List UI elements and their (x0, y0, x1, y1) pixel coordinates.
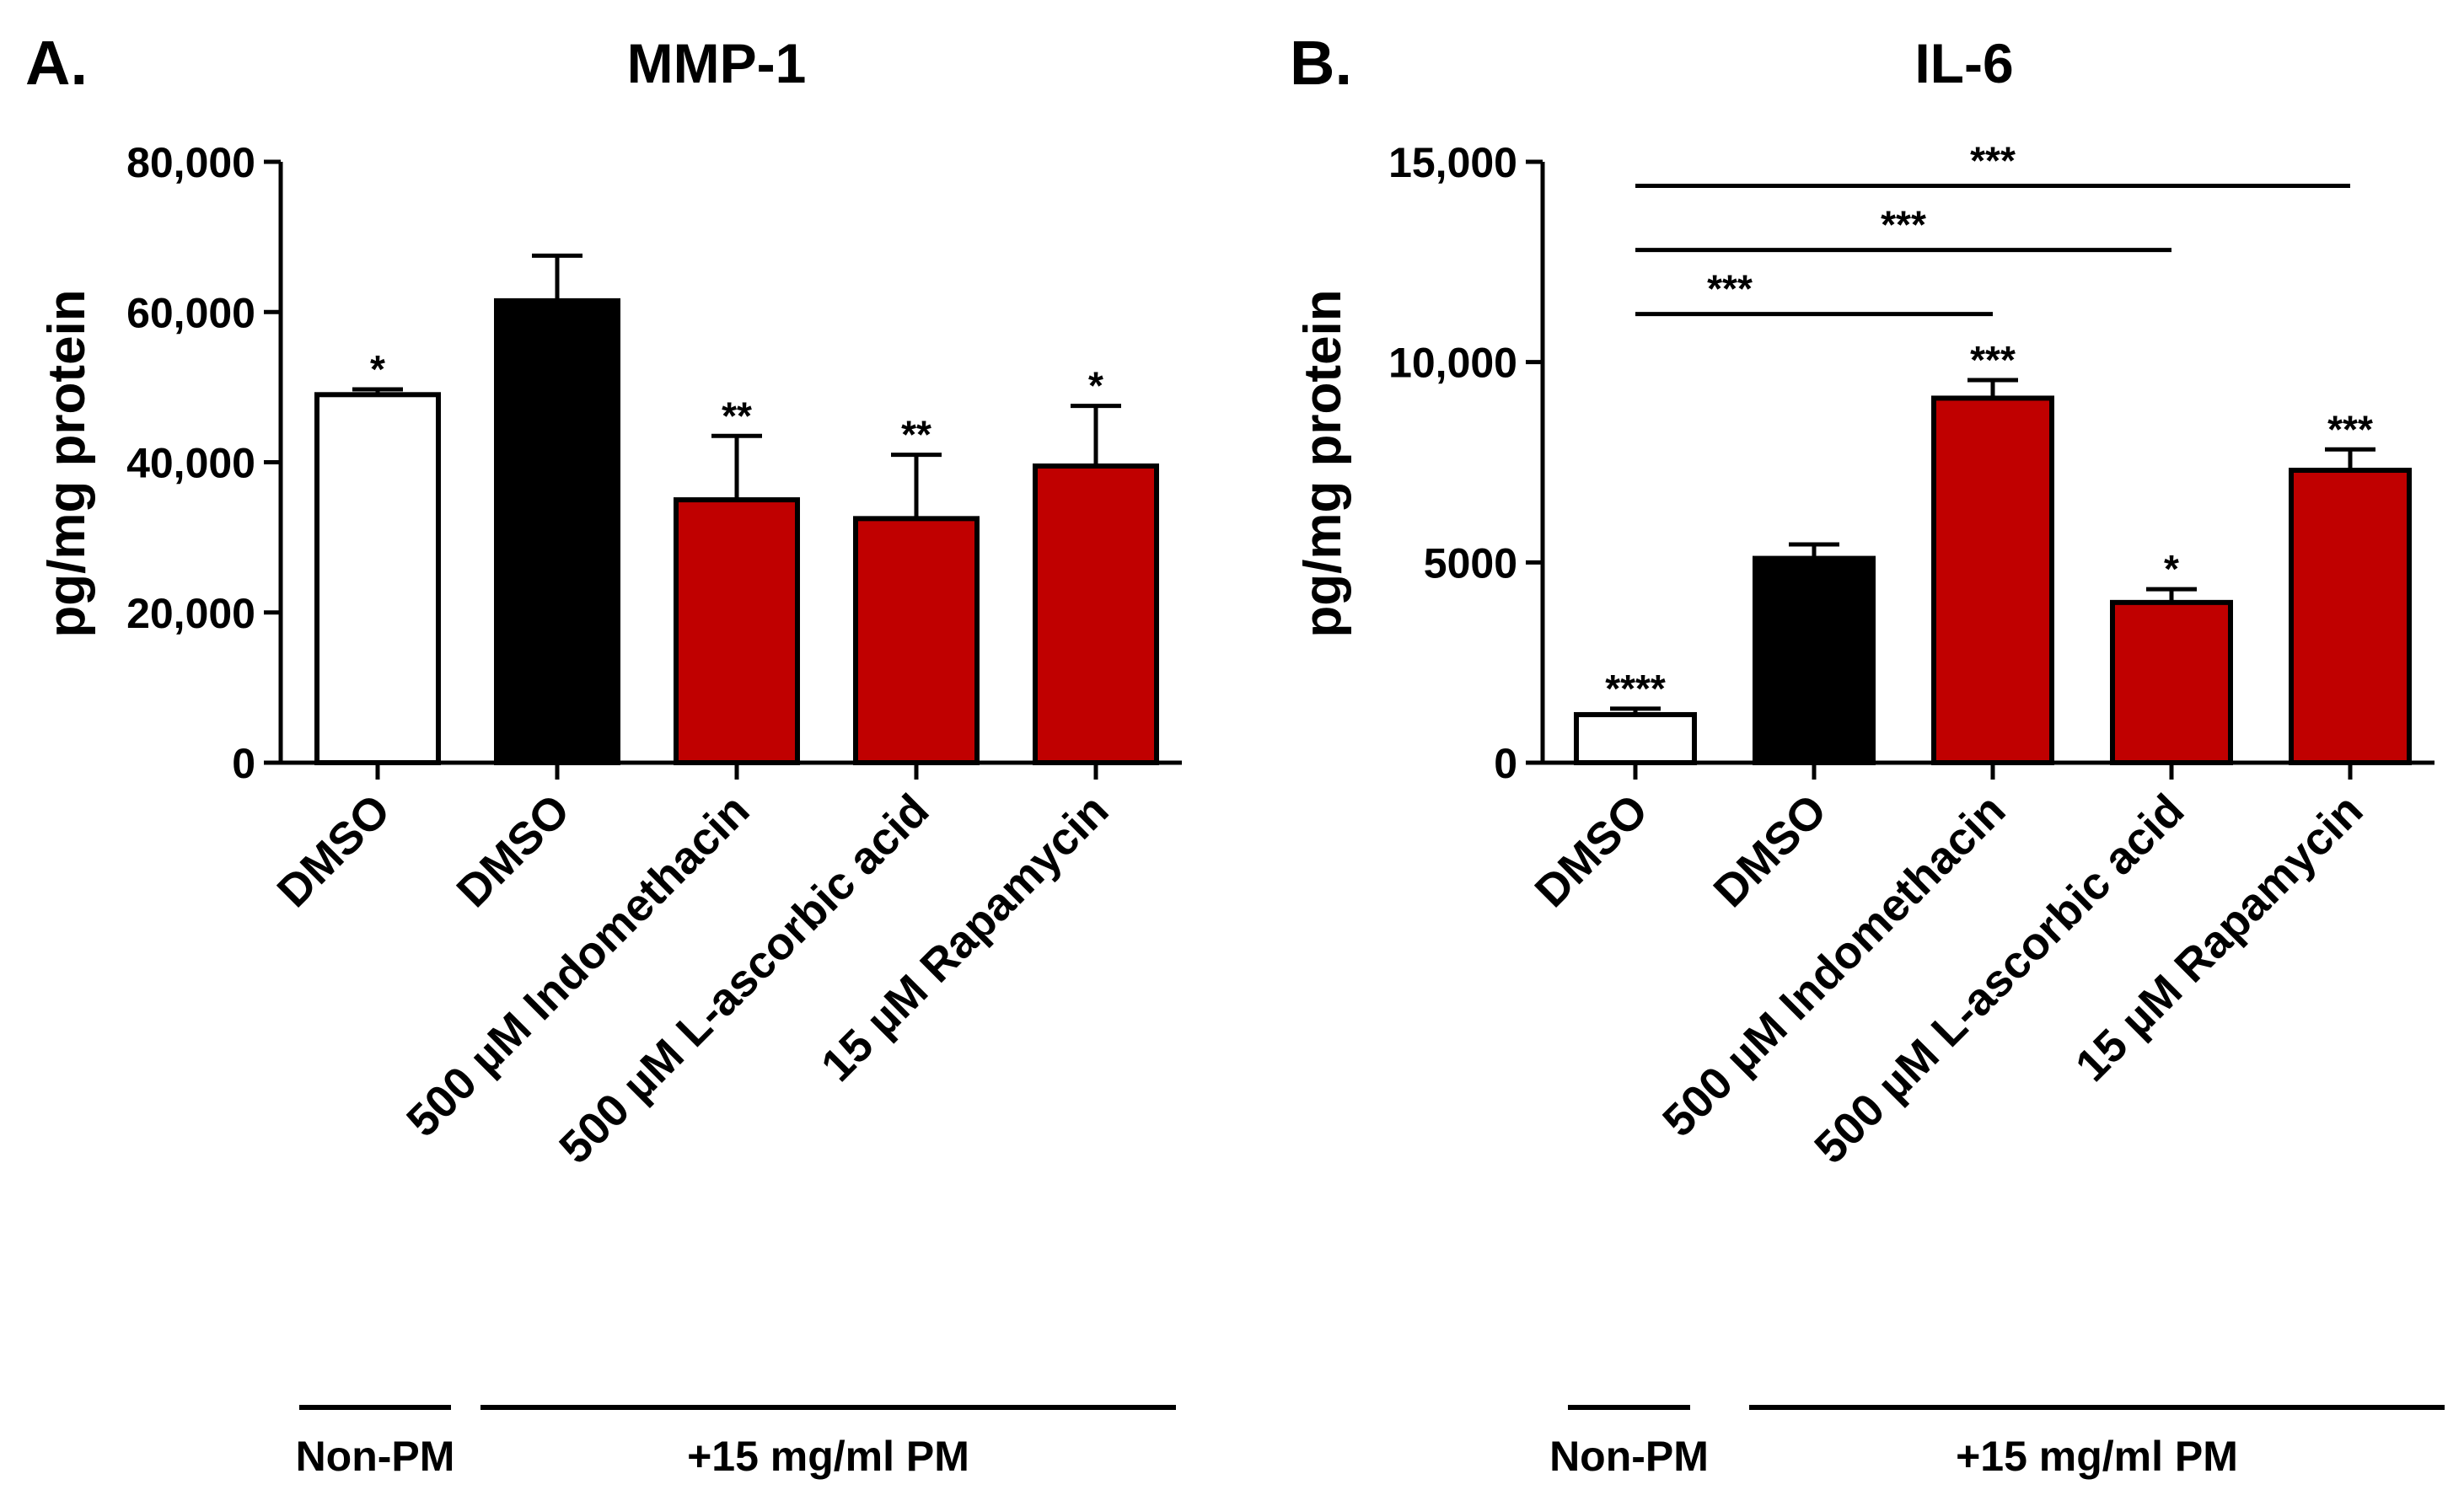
category-label: DMSO (1526, 785, 1658, 917)
category-label: DMSO (1704, 785, 1837, 917)
significance-marker: * (370, 347, 385, 391)
bar (674, 497, 800, 765)
plot-area: 0 20,000 40,000 60,000 80,000 * DMSO DMSO ** 500 … (126, 139, 1182, 1480)
y-tick-label: 0 (1494, 740, 1517, 787)
category-label: 500 µM Indomethacin (397, 785, 759, 1146)
group-label: +15 mg/ml PM (687, 1433, 969, 1480)
category-label: 500 µM Indomethacin (1653, 785, 2015, 1146)
y-tick-label: 10,000 (1388, 340, 1517, 387)
y-tick-label: 40,000 (126, 440, 255, 487)
category-label: 500 µM L-ascorbic acid (1805, 785, 2193, 1173)
bar (2289, 468, 2412, 765)
panel-b: B. IL-6 pg/mg protein 0 5000 10,000 15,000 *… (1290, 28, 2445, 1480)
y-tick-label: 80,000 (126, 139, 255, 186)
bar (1574, 711, 1697, 766)
panel-label: B. (1290, 28, 1352, 98)
y-axis-label: pg/mg protein (38, 289, 96, 637)
category-label: DMSO (268, 785, 400, 917)
bracket-significance: *** (1707, 267, 1753, 311)
bar (1033, 463, 1159, 765)
category-label: 500 µM L-ascorbic acid (550, 785, 938, 1173)
bracket-significance: *** (1970, 139, 2016, 183)
significance-marker: * (1088, 364, 1103, 408)
y-tick-label: 5000 (1424, 539, 1517, 587)
y-tick-label: 0 (232, 740, 255, 787)
group-label: +15 mg/ml PM (1956, 1433, 2238, 1480)
bar (494, 297, 620, 766)
y-tick-label: 15,000 (1388, 139, 1517, 186)
bar (2110, 599, 2233, 765)
chart-title: MMP-1 (627, 32, 807, 94)
y-axis-label: pg/mg protein (1294, 289, 1352, 637)
significance-marker: ** (722, 394, 752, 437)
bar (314, 392, 441, 765)
panel-a: A. MMP-1 pg/mg protein 0 20,000 40,000 60,0… (25, 28, 1182, 1480)
significance-marker: *** (1970, 338, 2016, 382)
significance-marker: ** (901, 413, 931, 457)
y-tick-label: 60,000 (126, 289, 255, 336)
chart-title: IL-6 (1914, 32, 2013, 94)
group-label: Non-PM (296, 1433, 455, 1480)
significance-marker: *** (2327, 407, 2373, 451)
y-tick-label: 20,000 (126, 590, 255, 637)
significance-marker: * (2164, 547, 2179, 591)
panel-label: A. (25, 28, 88, 98)
category-label: DMSO (448, 785, 580, 917)
bracket-significance: *** (1881, 203, 1926, 247)
bar (853, 516, 980, 765)
bar (1753, 555, 1876, 766)
significance-marker: **** (1605, 667, 1666, 710)
bar (1931, 395, 2054, 765)
group-label: Non-PM (1549, 1433, 1709, 1480)
